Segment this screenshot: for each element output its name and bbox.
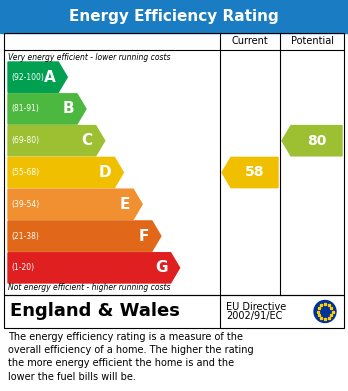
Text: (92-100): (92-100): [11, 73, 44, 82]
Circle shape: [314, 301, 336, 323]
Text: B: B: [62, 101, 74, 117]
Text: F: F: [139, 229, 149, 244]
Polygon shape: [8, 94, 86, 124]
Text: 80: 80: [307, 134, 326, 148]
Text: Not energy efficient - higher running costs: Not energy efficient - higher running co…: [8, 283, 171, 292]
Polygon shape: [8, 253, 180, 283]
Text: Energy Efficiency Rating: Energy Efficiency Rating: [69, 9, 279, 24]
Polygon shape: [8, 62, 67, 92]
Polygon shape: [8, 126, 105, 156]
Bar: [4, 295, 344, 328]
Text: England & Wales: England & Wales: [10, 303, 180, 321]
Text: (1-20): (1-20): [11, 264, 34, 273]
Text: The energy efficiency rating is a measure of the
overall efficiency of a home. T: The energy efficiency rating is a measur…: [8, 332, 254, 382]
Polygon shape: [282, 126, 342, 156]
Polygon shape: [8, 157, 124, 188]
Bar: [4, 33, 344, 295]
Text: D: D: [99, 165, 111, 180]
Text: E: E: [120, 197, 130, 212]
Text: 58: 58: [245, 165, 264, 179]
Polygon shape: [8, 189, 142, 219]
Text: Very energy efficient - lower running costs: Very energy efficient - lower running co…: [8, 52, 171, 61]
Text: C: C: [81, 133, 93, 148]
Text: (81-91): (81-91): [11, 104, 39, 113]
Polygon shape: [222, 157, 278, 188]
Text: A: A: [44, 70, 55, 84]
Bar: [0, 0, 348, 33]
Text: (21-38): (21-38): [11, 231, 39, 240]
Text: (39-54): (39-54): [11, 200, 39, 209]
Text: (55-68): (55-68): [11, 168, 39, 177]
Text: Current: Current: [232, 36, 268, 47]
Text: (69-80): (69-80): [11, 136, 39, 145]
Text: 2002/91/EC: 2002/91/EC: [226, 312, 282, 321]
Text: EU Directive: EU Directive: [226, 301, 286, 312]
Text: G: G: [155, 260, 168, 275]
Polygon shape: [8, 221, 161, 251]
Text: Potential: Potential: [291, 36, 333, 47]
